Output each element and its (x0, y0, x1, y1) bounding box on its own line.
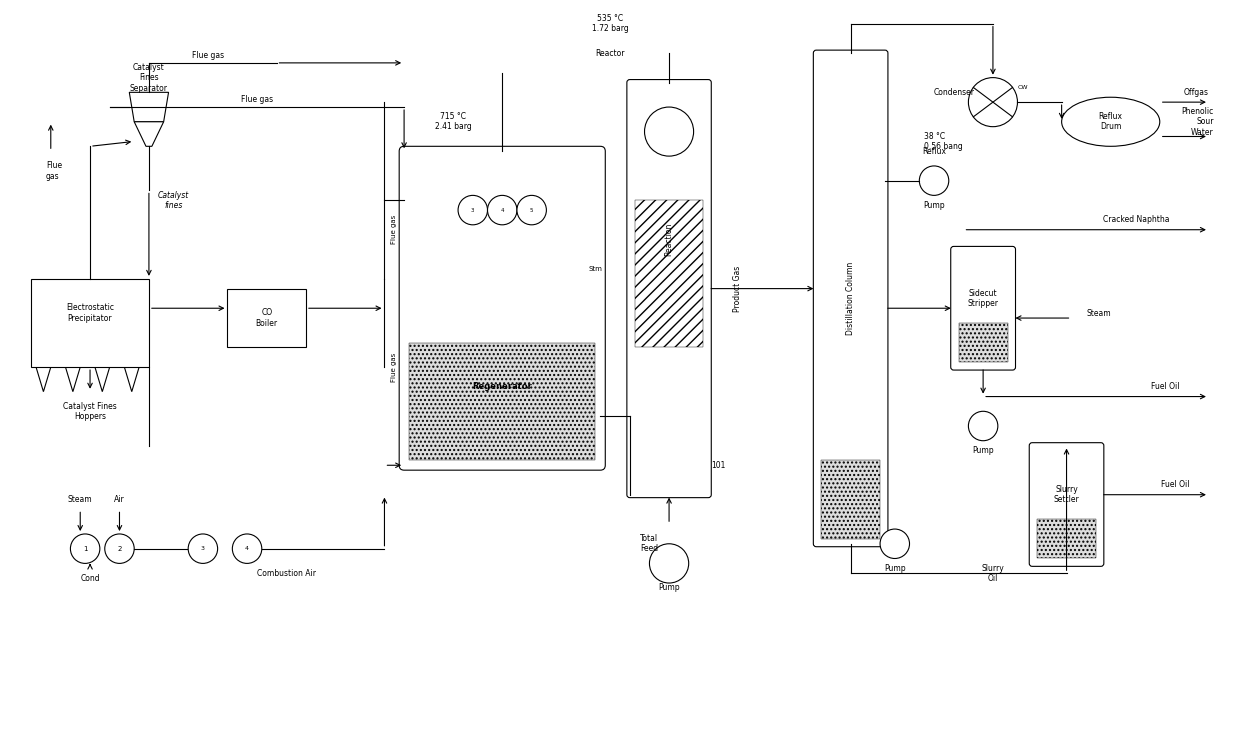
Text: Distillation Column: Distillation Column (846, 261, 856, 335)
Bar (31, 279, 149, 367)
Text: Pump: Pump (884, 564, 905, 573)
Ellipse shape (1061, 97, 1159, 146)
Text: Sidecut
Stripper: Sidecut Stripper (967, 289, 998, 308)
Text: 38 °C
0.56 bang: 38 °C 0.56 bang (924, 131, 963, 151)
Circle shape (968, 78, 1018, 127)
Bar (1037, 519, 1096, 559)
FancyBboxPatch shape (1029, 443, 1104, 566)
Polygon shape (95, 367, 109, 391)
Text: Cracked Naphtha: Cracked Naphtha (1104, 215, 1169, 224)
Circle shape (650, 544, 688, 583)
Circle shape (458, 196, 487, 225)
Bar (409, 343, 595, 460)
FancyBboxPatch shape (627, 80, 712, 498)
Text: 5: 5 (529, 208, 533, 213)
Text: Reflux
Drum: Reflux Drum (1099, 112, 1122, 131)
Text: 535 °C
1.72 barg: 535 °C 1.72 barg (591, 14, 629, 34)
Text: Catalyst
fines: Catalyst fines (157, 190, 188, 210)
Text: Cond: Cond (81, 574, 100, 583)
Polygon shape (66, 367, 81, 391)
Text: Flue
gas: Flue gas (46, 161, 62, 181)
Text: Flue gas: Flue gas (241, 95, 273, 104)
Text: Pump: Pump (658, 583, 680, 592)
Circle shape (71, 534, 100, 563)
Text: Reactor: Reactor (595, 49, 625, 58)
Bar (635, 200, 703, 347)
Bar (821, 460, 880, 539)
Circle shape (517, 196, 547, 225)
Text: CO
Boiler: CO Boiler (255, 309, 278, 328)
Text: Pump: Pump (972, 446, 994, 455)
FancyBboxPatch shape (399, 146, 605, 470)
Polygon shape (36, 367, 51, 391)
Text: Fuel Oil: Fuel Oil (1151, 382, 1179, 391)
Circle shape (188, 534, 218, 563)
Text: Stm: Stm (589, 266, 603, 272)
Text: 3: 3 (201, 546, 205, 551)
Text: Steam: Steam (68, 495, 93, 504)
Text: Flue gas: Flue gas (192, 51, 224, 60)
Text: Catalyst Fines
Hoppers: Catalyst Fines Hoppers (63, 402, 117, 421)
Text: 4: 4 (246, 546, 249, 551)
Text: Catalyst
Fines
Separator: Catalyst Fines Separator (130, 63, 167, 93)
FancyBboxPatch shape (813, 50, 888, 547)
Text: CW: CW (1017, 85, 1028, 90)
FancyBboxPatch shape (951, 247, 1016, 370)
Text: Condenser: Condenser (934, 88, 975, 97)
Circle shape (487, 196, 517, 225)
Text: Fuel Oil: Fuel Oil (1161, 480, 1189, 489)
Circle shape (645, 107, 693, 156)
Text: Slurry
Settler: Slurry Settler (1054, 485, 1079, 504)
Text: 1: 1 (83, 545, 87, 552)
Text: Total
Feed: Total Feed (640, 534, 658, 554)
Text: Offgas: Offgas (1184, 88, 1209, 97)
Text: Slurry
Oil: Slurry Oil (982, 563, 1004, 583)
Text: 2: 2 (118, 545, 122, 552)
Text: 3: 3 (471, 208, 475, 213)
Circle shape (968, 412, 998, 441)
Text: Regenerator: Regenerator (472, 382, 532, 391)
Bar (959, 323, 1008, 362)
Polygon shape (129, 93, 169, 122)
Circle shape (104, 534, 134, 563)
Text: Reaction: Reaction (665, 223, 673, 256)
Text: Reflux: Reflux (923, 146, 946, 155)
Text: Phenolic
Sour
Water: Phenolic Sour Water (1182, 107, 1214, 137)
Text: Flue gas: Flue gas (392, 215, 397, 244)
Text: Combustion Air: Combustion Air (257, 568, 316, 577)
Polygon shape (124, 367, 139, 391)
Circle shape (919, 166, 949, 196)
Text: 101: 101 (711, 461, 725, 470)
Circle shape (880, 529, 909, 559)
Text: Flue gas: Flue gas (392, 353, 397, 382)
Text: Pump: Pump (924, 201, 945, 210)
Text: 715 °C
2.41 barg: 715 °C 2.41 barg (435, 112, 471, 131)
Polygon shape (134, 122, 164, 146)
Circle shape (232, 534, 262, 563)
Text: Air: Air (114, 495, 125, 504)
Text: Steam: Steam (1086, 309, 1111, 317)
Text: Product Gas: Product Gas (733, 265, 743, 311)
Bar (227, 288, 306, 347)
Text: 4: 4 (501, 208, 503, 213)
Text: Electrostatic
Precipitator: Electrostatic Precipitator (66, 303, 114, 323)
